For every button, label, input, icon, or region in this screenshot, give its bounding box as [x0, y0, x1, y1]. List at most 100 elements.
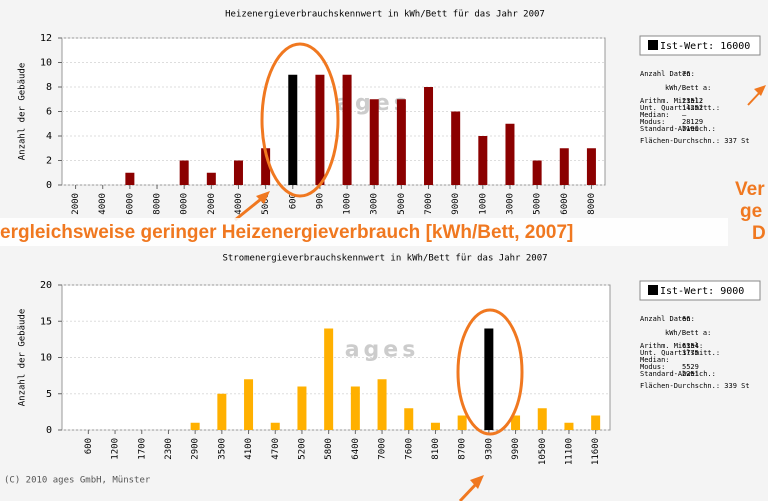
x-tick-label: 1000 [343, 193, 353, 215]
x-tick-label: 8000 [587, 193, 597, 215]
stat-text: 76 [682, 70, 690, 78]
bar [217, 393, 227, 430]
x-tick-label: 2300 [164, 438, 174, 460]
bar [179, 160, 189, 185]
bar [478, 136, 488, 185]
y-tick-label: 20 [40, 280, 52, 291]
bar [270, 422, 280, 430]
x-tick-label: 11600 [591, 438, 601, 465]
x-tick-label: 600 [288, 193, 298, 209]
y-axis-label: Anzahl der Gebäude [18, 63, 28, 161]
x-tick-label: 1000 [478, 193, 488, 215]
x-tick-label: 5000 [261, 193, 271, 215]
bar [190, 422, 200, 430]
callout: ergleichsweise geringer Heizenergieverbr… [0, 222, 573, 243]
bar [451, 111, 461, 185]
stat-text: Median: [640, 111, 670, 119]
stat-text: 3775 [682, 349, 699, 357]
chart-title: Stromenergieverbrauchskennwert in kWh/Be… [222, 254, 547, 264]
ist-wert: Ist-Wert: 16000 [660, 41, 750, 52]
x-tick-label: 0000 [180, 193, 190, 215]
x-tick-label: 9300 [484, 438, 494, 460]
x-tick-label: 2000 [207, 193, 217, 215]
x-tick-label: 4100 [244, 438, 254, 460]
arrowhead [470, 475, 484, 489]
x-tick-label: 8000 [153, 193, 163, 215]
x-tick-label: 3000 [505, 193, 515, 215]
stat-text: Anzahl Daten: [640, 70, 695, 78]
bar [377, 379, 387, 430]
stat-text: Flächen-Durchschn.: 339 St [640, 382, 750, 390]
x-tick-label: 6400 [351, 438, 361, 460]
ist-wert-swatch [648, 285, 658, 295]
x-tick-label: 600 [84, 438, 94, 454]
y-tick-label: 2 [46, 156, 52, 167]
bar [586, 148, 596, 185]
bar [315, 74, 325, 185]
stat-text: Modus: [640, 118, 665, 126]
y-tick-label: 0 [46, 425, 52, 436]
highlight-ellipse [260, 42, 340, 198]
callout-bg [0, 218, 728, 246]
x-tick-label: 3000 [370, 193, 380, 215]
bar [261, 148, 271, 185]
x-tick-label: 6000 [125, 193, 135, 215]
stat-text: Anzahl Daten: [640, 315, 695, 323]
stat-text: Unt. Quartilsmitt.: [640, 104, 720, 112]
bar [484, 328, 494, 430]
stat-text: Modus: [640, 363, 665, 371]
bar [324, 328, 334, 430]
bar [396, 99, 406, 185]
stat-text: Arithm. Mittel: [640, 342, 703, 350]
bar [206, 172, 216, 185]
ist-wert-swatch [648, 40, 658, 50]
stat-text: Arithm. Mittel: [640, 97, 703, 105]
x-tick-label: 8100 [431, 438, 441, 460]
bar [297, 386, 307, 430]
stat-text: 7190 [682, 125, 699, 133]
ist-wert-box [639, 280, 761, 301]
x-tick-label: 9900 [511, 438, 521, 460]
bar [233, 160, 243, 185]
bar [424, 87, 434, 185]
x-tick-label: 4700 [271, 438, 281, 460]
x-tick-label: 1200 [111, 438, 121, 460]
x-tick-label: 3500 [217, 438, 227, 460]
y-tick-label: 6 [46, 107, 52, 118]
stat-text: 14252 [682, 104, 703, 112]
x-tick-label: 2000 [71, 193, 81, 215]
bar [537, 408, 547, 430]
x-tick-label: 11100 [564, 438, 574, 465]
x-tick-label: 4000 [234, 193, 244, 215]
x-tick-label: 4000 [98, 193, 108, 215]
y-axis-label: Anzahl der Gebäude [18, 309, 28, 407]
x-tick-label: 2900 [191, 438, 201, 460]
footer: (C) 2010 ages GmbH, Münster [4, 476, 151, 486]
side-callout: Ver [735, 179, 765, 200]
ist-wert-box [639, 35, 761, 56]
y-tick-label: 15 [40, 316, 52, 327]
x-tick-label: 5000 [533, 193, 543, 215]
stat-text: Standard-Abweich.: [640, 370, 716, 378]
stat-text: Unt. Quartilsmitt.: [640, 349, 720, 357]
bar [244, 379, 254, 430]
y-tick-label: 5 [46, 389, 52, 400]
bar [369, 99, 379, 185]
stat-text: Standard-Abweich.: [640, 125, 716, 133]
chart-title: Heizenergieverbrauchskennwert in kWh/Bet… [225, 10, 545, 20]
bar [505, 123, 515, 185]
bar [288, 74, 298, 185]
stat-text: 23512 [682, 97, 703, 105]
bar [457, 415, 467, 430]
y-tick-label: 4 [46, 131, 52, 142]
bar [342, 74, 352, 185]
bar [404, 408, 414, 430]
stat-text: 5529 [682, 363, 699, 371]
stat-text: 2251 [682, 370, 699, 378]
bar [532, 160, 542, 185]
bar [511, 415, 521, 430]
x-tick-label: 5200 [297, 438, 307, 460]
bar [430, 422, 440, 430]
bar [591, 415, 601, 430]
